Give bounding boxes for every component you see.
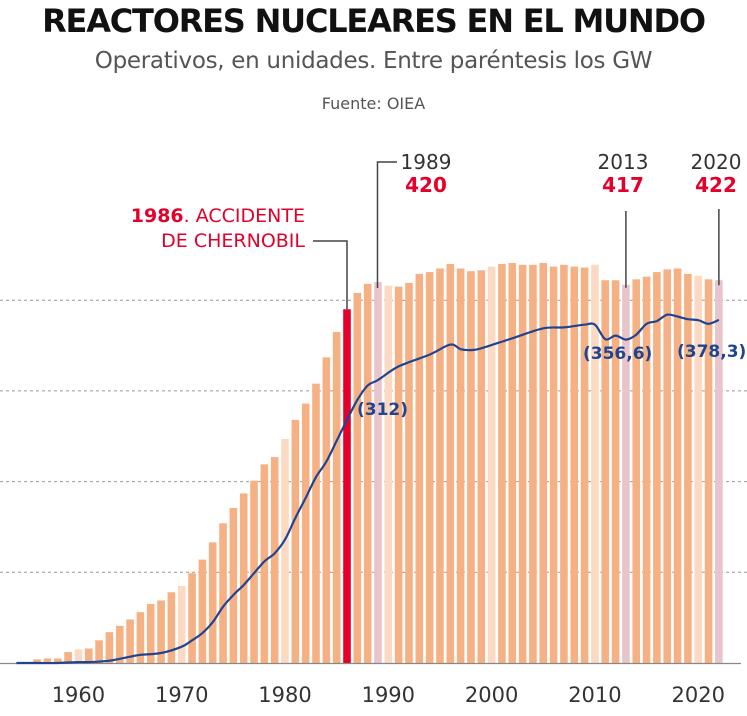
gw-label-2013: (356,6) — [583, 344, 652, 364]
bar-1981 — [291, 419, 300, 663]
bar-1973 — [208, 542, 217, 663]
bar-1964 — [115, 625, 124, 663]
bar-1989 — [374, 282, 382, 663]
bar-1997 — [456, 268, 465, 663]
bar-2005 — [539, 263, 548, 663]
bar-1986 — [343, 309, 351, 663]
bar-1960 — [74, 649, 83, 663]
chart-title: REACTORES NUCLEARES EN EL MUNDO — [42, 2, 706, 40]
bar-2014 — [632, 279, 641, 663]
x-tick-2020: 2020 — [671, 683, 724, 707]
bar-1956 — [33, 659, 41, 663]
annotation-2020-value: 422 — [695, 173, 737, 197]
annotation-1989-year: 1989 — [401, 150, 452, 174]
bar-2012 — [611, 280, 620, 663]
bar-1983 — [312, 383, 320, 663]
x-tick-1970: 1970 — [155, 683, 208, 707]
x-tick-1960: 1960 — [52, 683, 105, 707]
annotation-2013-value: 417 — [602, 173, 644, 197]
bar-1962 — [95, 640, 103, 663]
x-tick-2000: 2000 — [465, 683, 518, 707]
bar-1965 — [126, 619, 134, 663]
bar-1958 — [53, 658, 62, 663]
chart-source: Fuente: OIEA — [321, 94, 426, 113]
bar-1980 — [281, 438, 289, 663]
bar-1998 — [467, 271, 475, 663]
bar-2010 — [591, 264, 599, 663]
bar-1975 — [229, 507, 238, 663]
bar-2013 — [622, 284, 630, 663]
chernobyl-text: . ACCIDENTE — [184, 205, 305, 227]
bar-1963 — [105, 632, 114, 663]
bar-2000 — [487, 266, 496, 663]
chernobyl-annotation-line2: DE CHERNOBIL — [161, 230, 305, 252]
bars — [33, 263, 723, 663]
bar-1979 — [270, 457, 279, 663]
gridlines — [0, 299, 747, 573]
bar-1995 — [436, 268, 444, 663]
bar-1967 — [146, 604, 155, 663]
bar-2006 — [549, 266, 558, 663]
bar-2015 — [642, 276, 651, 663]
bar-1999 — [477, 270, 486, 663]
gw-label-2022: (378,3) — [677, 342, 746, 362]
bar-1976 — [239, 493, 248, 663]
bar-1957 — [43, 658, 52, 663]
chart-subtitle: Operativos, en unidades. Entre paréntesi… — [94, 48, 653, 74]
bar-1991 — [394, 286, 403, 663]
bar-2001 — [498, 263, 506, 663]
bar-2011 — [601, 280, 610, 663]
labels: 1986. ACCIDENTE DE CHERNOBIL 1989 420 20… — [131, 150, 747, 420]
x-tick-1980: 1980 — [258, 683, 311, 707]
annotation-2013-year: 2013 — [598, 150, 649, 174]
bar-1992 — [405, 282, 413, 663]
bar-2022 — [715, 280, 723, 663]
bar-2016 — [653, 272, 661, 663]
bar-2019 — [684, 273, 692, 663]
bar-1978 — [260, 464, 269, 663]
bar-1985 — [332, 331, 341, 663]
x-axis: 1960 1970 1980 1990 2000 2010 2020 — [0, 662, 741, 707]
bar-1966 — [136, 612, 145, 663]
gw-label-1989: (312) — [357, 400, 408, 420]
chernobyl-annotation-line1: 1986. ACCIDENTE — [131, 205, 305, 227]
leader-1989 — [376, 161, 397, 289]
bar-1987 — [353, 292, 362, 663]
annotation-2020-year: 2020 — [691, 150, 742, 174]
bar-1993 — [415, 273, 424, 663]
bar-1990 — [384, 285, 393, 663]
bar-2018 — [673, 268, 682, 663]
bar-2020 — [694, 275, 703, 663]
bar-1959 — [64, 652, 72, 663]
bar-2017 — [663, 269, 672, 663]
chernobyl-year: 1986 — [131, 205, 184, 227]
bar-2003 — [518, 264, 527, 663]
x-tick-1990: 1990 — [362, 683, 415, 707]
bar-2009 — [580, 267, 589, 663]
bar-1970 — [177, 585, 186, 663]
annotation-leaders — [313, 161, 720, 310]
bar-1971 — [188, 573, 196, 663]
annotation-1989-value: 420 — [405, 173, 447, 197]
bar-2007 — [560, 264, 568, 663]
bar-1988 — [363, 283, 372, 663]
bar-1972 — [198, 559, 207, 663]
bar-1968 — [157, 600, 165, 663]
bar-1994 — [425, 272, 434, 663]
bar-2002 — [508, 263, 517, 663]
bar-1974 — [219, 523, 227, 663]
bar-1969 — [167, 592, 176, 663]
bar-1996 — [446, 263, 455, 663]
x-tick-2010: 2010 — [568, 683, 621, 707]
bar-2021 — [704, 279, 713, 663]
bar-2004 — [529, 264, 537, 663]
chernobyl-leader — [313, 240, 348, 310]
bar-2008 — [570, 266, 579, 663]
gw-line — [16, 313, 720, 665]
bar-1961 — [84, 648, 93, 663]
bar-1984 — [322, 357, 331, 663]
bar-1982 — [301, 403, 310, 663]
